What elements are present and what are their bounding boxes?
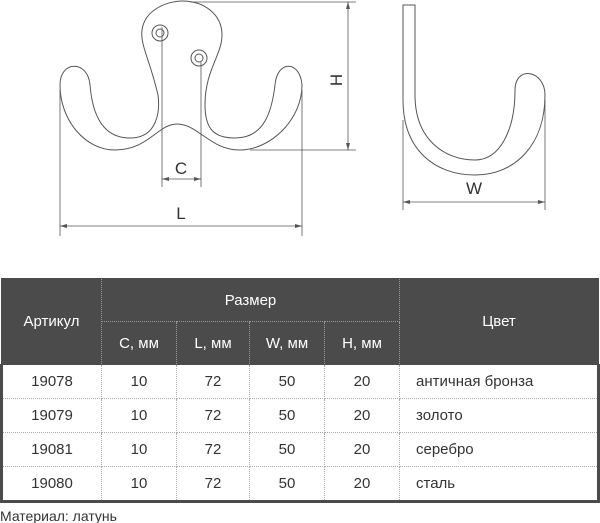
cell-h: 20 — [324, 466, 400, 502]
cell-article: 19079 — [1, 398, 102, 433]
cell-l: 72 — [176, 466, 250, 502]
hook-front-outline — [59, 0, 303, 151]
dim-l-label: L — [176, 204, 185, 223]
table-row: 19080 10 72 50 20 сталь — [1, 466, 599, 502]
header-w: W, мм — [249, 321, 325, 365]
table-row: 19079 10 72 50 20 золото — [1, 398, 599, 433]
cell-article: 19081 — [1, 432, 102, 467]
hook-front-view — [59, 0, 303, 151]
dim-h-label: H — [327, 74, 346, 86]
header-l: L, мм — [176, 321, 250, 365]
screw-hole-2-inner — [194, 53, 204, 63]
header-size: Размер — [101, 278, 400, 322]
cell-l: 72 — [176, 398, 250, 433]
cell-c: 10 — [101, 466, 177, 502]
spec-table: Артикул Размер Цвет C, мм L, мм W, мм H,… — [0, 278, 600, 503]
cell-color: серебро — [399, 432, 599, 467]
cell-w: 50 — [249, 432, 325, 467]
cell-color: сталь — [399, 466, 599, 502]
cell-w: 50 — [249, 466, 325, 502]
cell-h: 20 — [324, 364, 400, 399]
screw-hole-2 — [190, 49, 208, 67]
header-c: C, мм — [101, 321, 177, 365]
hook-side-view — [402, 4, 546, 176]
material-note: Материал: латунь — [0, 508, 117, 523]
cell-l: 72 — [176, 364, 250, 399]
cell-article: 19078 — [1, 364, 102, 399]
cell-c: 10 — [101, 398, 177, 433]
cell-w: 50 — [249, 398, 325, 433]
cell-c: 10 — [101, 364, 177, 399]
cell-h: 20 — [324, 432, 400, 467]
header-h: H, мм — [324, 321, 400, 365]
cell-w: 50 — [249, 364, 325, 399]
table-row: 19078 10 72 50 20 античная бронза — [1, 364, 599, 399]
dimension-lines — [59, 1, 546, 236]
cell-c: 10 — [101, 432, 177, 467]
table-row: 19081 10 72 50 20 серебро — [1, 432, 599, 467]
cell-article: 19080 — [1, 466, 102, 502]
cell-color: золото — [399, 398, 599, 433]
dim-w-label: W — [466, 179, 482, 198]
header-color: Цвет — [399, 278, 599, 365]
technical-drawing: C L H W — [59, 0, 546, 236]
screw-hole-1-inner — [155, 28, 165, 38]
cell-color: античная бронза — [399, 364, 599, 399]
screw-hole-1 — [151, 24, 169, 42]
cell-l: 72 — [176, 432, 250, 467]
cell-h: 20 — [324, 398, 400, 433]
header-article: Артикул — [1, 278, 102, 365]
dim-c-label: C — [175, 159, 187, 178]
